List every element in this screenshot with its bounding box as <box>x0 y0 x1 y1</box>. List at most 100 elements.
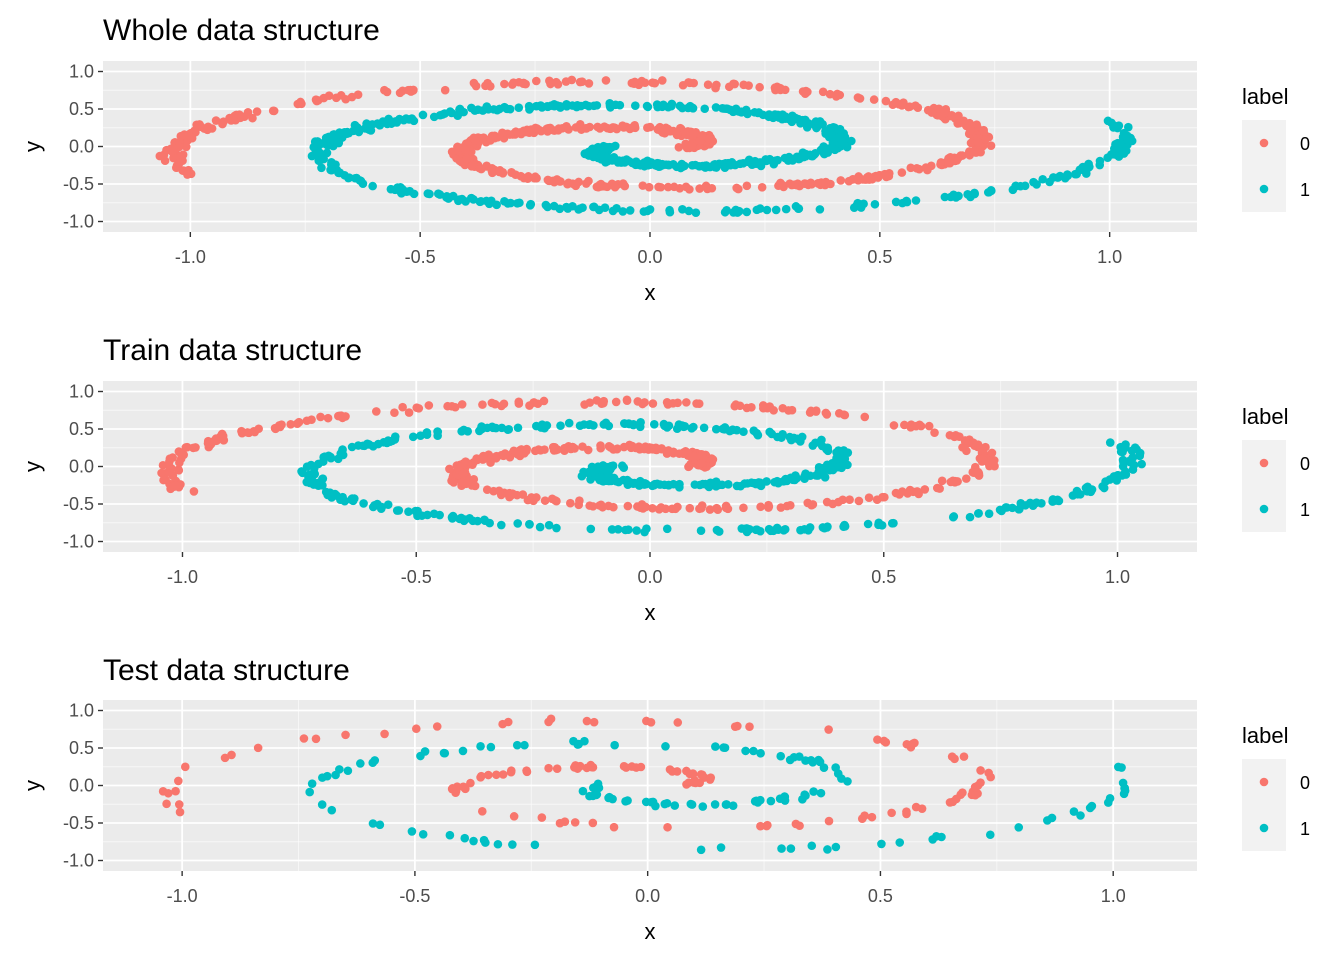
data-point <box>392 118 402 127</box>
data-point <box>712 503 721 513</box>
legend-title: label <box>1242 723 1288 748</box>
legend-marker <box>1259 504 1269 514</box>
data-point <box>726 160 735 170</box>
data-point <box>843 448 853 457</box>
data-point <box>860 811 869 821</box>
data-point <box>187 133 197 143</box>
data-point <box>248 113 257 123</box>
data-point <box>416 431 425 440</box>
data-point <box>340 170 349 180</box>
data-point <box>643 102 653 112</box>
data-point <box>764 502 774 511</box>
data-point <box>566 498 575 508</box>
data-point <box>697 770 707 780</box>
legend-label: 1 <box>1300 500 1310 520</box>
data-point <box>728 801 738 811</box>
data-point <box>524 172 533 181</box>
data-point <box>847 136 856 146</box>
data-point <box>487 166 497 176</box>
data-point <box>407 827 417 836</box>
data-point <box>168 453 177 462</box>
data-point <box>677 421 687 430</box>
data-point <box>973 137 983 147</box>
data-point <box>696 459 706 468</box>
data-point <box>581 179 591 188</box>
data-point <box>663 182 673 192</box>
data-point <box>823 845 832 854</box>
data-point <box>734 206 744 216</box>
data-point <box>970 790 980 800</box>
data-point <box>952 156 962 165</box>
data-point <box>375 820 385 830</box>
data-point <box>176 449 186 459</box>
data-point <box>711 424 721 434</box>
data-point <box>478 455 488 464</box>
data-point <box>801 756 810 765</box>
data-point <box>588 818 598 828</box>
data-point <box>807 500 816 510</box>
data-point <box>685 503 695 513</box>
data-point <box>404 507 413 516</box>
data-point <box>460 145 470 154</box>
data-point <box>171 481 181 490</box>
x-tick-label: 0.5 <box>867 247 892 267</box>
data-point <box>776 751 786 761</box>
data-point <box>826 179 835 189</box>
data-point <box>889 421 899 430</box>
data-point <box>836 461 845 470</box>
data-point <box>486 742 496 752</box>
y-tick-label: 0.5 <box>69 738 94 758</box>
data-point <box>859 199 868 209</box>
data-point <box>514 399 524 408</box>
data-point <box>563 179 572 189</box>
data-point <box>582 716 592 726</box>
data-point <box>960 436 970 445</box>
data-point <box>1121 470 1131 479</box>
data-point <box>736 481 745 491</box>
y-axis-title: y <box>20 141 45 152</box>
x-tick-label: -0.5 <box>405 247 436 267</box>
data-point <box>1116 447 1126 457</box>
data-point <box>742 527 752 537</box>
x-tick-label: 0.0 <box>637 567 662 587</box>
data-point <box>815 205 825 214</box>
data-point <box>450 402 460 412</box>
data-point <box>1045 177 1054 187</box>
data-point <box>515 128 524 137</box>
data-point <box>572 102 581 112</box>
data-point <box>462 154 472 164</box>
data-point <box>544 763 553 773</box>
data-point <box>176 131 186 141</box>
x-axis-title: x <box>645 600 656 625</box>
data-point <box>951 430 961 440</box>
data-point <box>442 193 451 202</box>
data-point <box>312 96 322 106</box>
data-point <box>347 442 357 452</box>
data-point <box>682 780 691 789</box>
data-point <box>1107 150 1116 159</box>
data-point <box>825 125 834 134</box>
data-point <box>978 455 988 465</box>
data-point <box>1085 803 1095 813</box>
data-point <box>758 403 768 413</box>
data-point <box>155 151 165 161</box>
data-point <box>959 116 968 126</box>
data-point <box>646 718 656 727</box>
data-point <box>684 206 694 216</box>
data-point <box>607 525 617 534</box>
data-point <box>684 462 693 472</box>
x-axis-title: x <box>645 919 656 944</box>
series-0 <box>155 75 996 194</box>
series-1 <box>297 418 1146 537</box>
data-point <box>765 427 774 437</box>
data-point <box>706 478 715 488</box>
data-point <box>695 136 705 146</box>
data-point <box>461 457 470 466</box>
y-tick-label: -1.0 <box>63 532 94 552</box>
chart-title: Test data structure <box>103 654 350 687</box>
data-point <box>489 105 499 114</box>
data-point <box>522 446 531 456</box>
data-point <box>619 442 629 452</box>
data-point <box>863 519 873 529</box>
data-point <box>734 184 743 194</box>
